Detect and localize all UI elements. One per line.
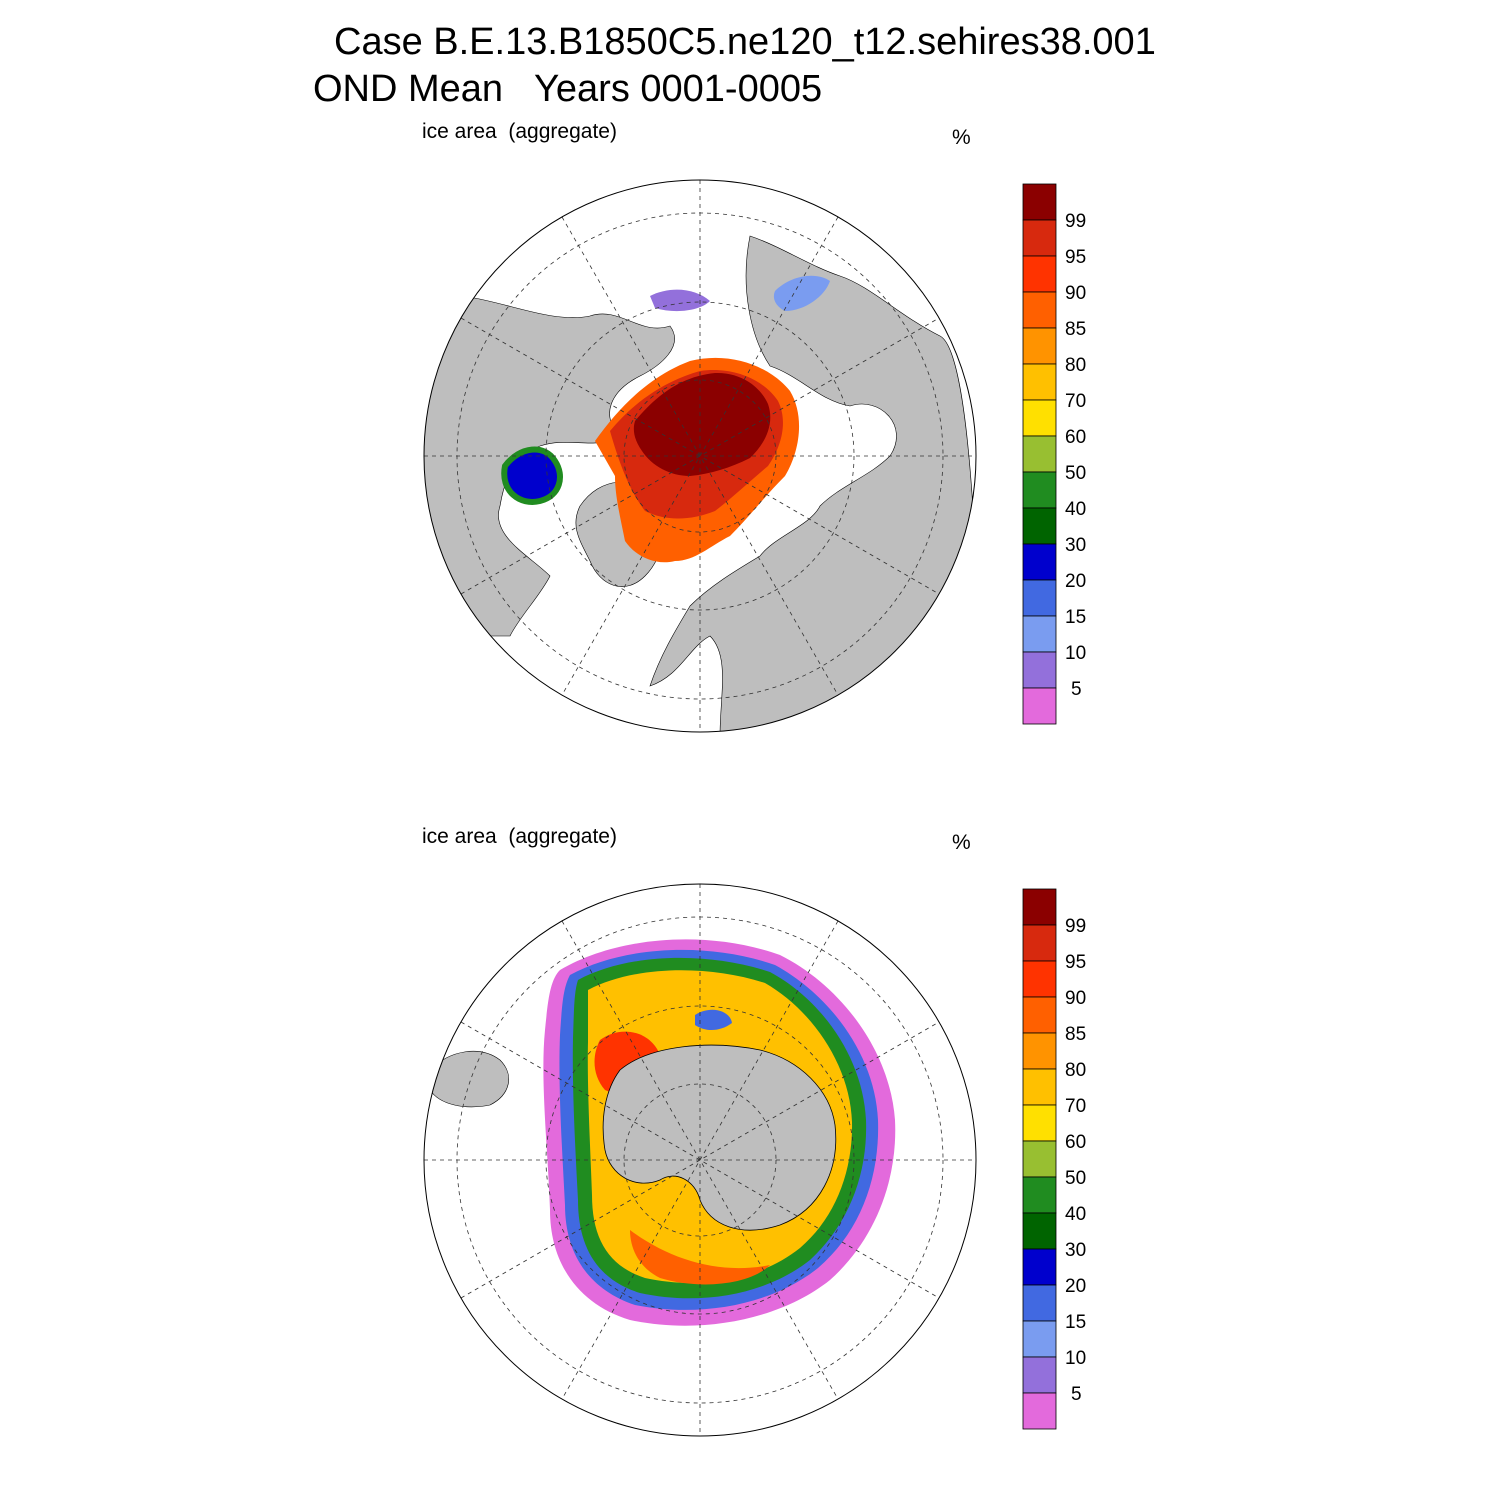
colorbar-swatch bbox=[1022, 543, 1057, 581]
weddell-polynya bbox=[695, 1009, 732, 1031]
colorbar-label: 95 bbox=[1065, 952, 1086, 973]
colorbar-swatch bbox=[1022, 1068, 1057, 1106]
colorbar-swatch bbox=[1022, 471, 1057, 509]
figure-title-line1: Case B.E.13.B1850C5.ne120_t12.sehires38.… bbox=[334, 21, 1156, 63]
colorbar-label: 99 bbox=[1065, 916, 1086, 937]
colorbar-swatch bbox=[1022, 507, 1057, 545]
colorbar-label: 5 bbox=[1071, 679, 1082, 700]
north-unit-label: % bbox=[952, 126, 971, 149]
antarctica-land bbox=[602, 1044, 837, 1231]
figure-title-line2: OND Mean Years 0001-0005 bbox=[313, 68, 823, 110]
hudson-bay-ice bbox=[501, 446, 563, 505]
colorbar-swatch bbox=[1022, 1176, 1057, 1214]
colorbar-swatch bbox=[1022, 435, 1057, 473]
antarctic-polar-map bbox=[423, 883, 977, 1437]
colorbar-swatch bbox=[1022, 1248, 1057, 1286]
colorbar-label: 20 bbox=[1065, 571, 1086, 592]
arctic-polar-map bbox=[423, 179, 977, 733]
colorbar-label: 80 bbox=[1065, 1060, 1086, 1081]
colorbar-label: 20 bbox=[1065, 1276, 1086, 1297]
antarctic-ice-85b bbox=[630, 1230, 770, 1285]
colorbar-label: 85 bbox=[1065, 319, 1086, 340]
colorbar-swatch bbox=[1022, 579, 1057, 617]
arctic-ice-core bbox=[633, 372, 771, 476]
colorbar-swatch bbox=[1022, 399, 1057, 437]
colorbar-swatch bbox=[1022, 219, 1057, 257]
colorbar-label: 10 bbox=[1065, 643, 1086, 664]
colorbar-label: 70 bbox=[1065, 391, 1086, 412]
colorbar-swatch bbox=[1022, 924, 1057, 962]
colorbar-swatch bbox=[1022, 960, 1057, 998]
colorbar-label: 95 bbox=[1065, 247, 1086, 268]
colorbar-label: 60 bbox=[1065, 427, 1086, 448]
colorbar-swatch bbox=[1022, 1392, 1057, 1430]
colorbar-label: 50 bbox=[1065, 1168, 1086, 1189]
colorbar-swatch bbox=[1022, 687, 1057, 725]
colorbar-label: 80 bbox=[1065, 355, 1086, 376]
colorbar-swatch bbox=[1022, 1104, 1057, 1142]
colorbar-label: 99 bbox=[1065, 211, 1086, 232]
colorbar-swatch bbox=[1022, 1212, 1057, 1250]
south-unit-label: % bbox=[952, 831, 971, 854]
colorbar-swatch bbox=[1022, 183, 1057, 221]
colorbar-swatch bbox=[1022, 291, 1057, 329]
north-colorbar: 99 95 90 85 80 70 60 50 40 30 20 15 10 5 bbox=[1022, 183, 1086, 725]
north-america-land bbox=[649, 235, 976, 732]
colorbar-swatch bbox=[1022, 1356, 1057, 1394]
south-colorbar: 99 95 90 85 80 70 60 50 40 30 20 15 10 5 bbox=[1022, 888, 1086, 1430]
colorbar-label: 10 bbox=[1065, 1348, 1086, 1369]
colorbar-swatch bbox=[1022, 255, 1057, 293]
south-america-land bbox=[429, 1050, 509, 1108]
south-variable-label: ice area (aggregate) bbox=[422, 825, 617, 848]
colorbar-label: 90 bbox=[1065, 988, 1086, 1009]
colorbar-label: 40 bbox=[1065, 499, 1086, 520]
colorbar-swatch bbox=[1022, 996, 1057, 1034]
colorbar-label: 70 bbox=[1065, 1096, 1086, 1117]
okhotsk-ice bbox=[773, 275, 830, 311]
colorbar-label: 30 bbox=[1065, 535, 1086, 556]
colorbar-label: 15 bbox=[1065, 1312, 1086, 1333]
colorbar-label: 90 bbox=[1065, 283, 1086, 304]
colorbar-label: 5 bbox=[1071, 1384, 1082, 1405]
colorbar-label: 85 bbox=[1065, 1024, 1086, 1045]
colorbar-swatch bbox=[1022, 327, 1057, 365]
colorbar-label: 30 bbox=[1065, 1240, 1086, 1261]
colorbar-swatch bbox=[1022, 363, 1057, 401]
colorbar-swatch bbox=[1022, 1032, 1057, 1070]
colorbar-label: 15 bbox=[1065, 607, 1086, 628]
colorbar-swatch bbox=[1022, 888, 1057, 926]
colorbar-label: 60 bbox=[1065, 1132, 1086, 1153]
colorbar-swatch bbox=[1022, 1320, 1057, 1358]
colorbar-label: 40 bbox=[1065, 1204, 1086, 1225]
colorbar-swatch bbox=[1022, 1284, 1057, 1322]
colorbar-swatch bbox=[1022, 651, 1057, 689]
colorbar-swatch bbox=[1022, 615, 1057, 653]
colorbar-swatch bbox=[1022, 1140, 1057, 1178]
north-variable-label: ice area (aggregate) bbox=[422, 120, 617, 143]
colorbar-label: 50 bbox=[1065, 463, 1086, 484]
